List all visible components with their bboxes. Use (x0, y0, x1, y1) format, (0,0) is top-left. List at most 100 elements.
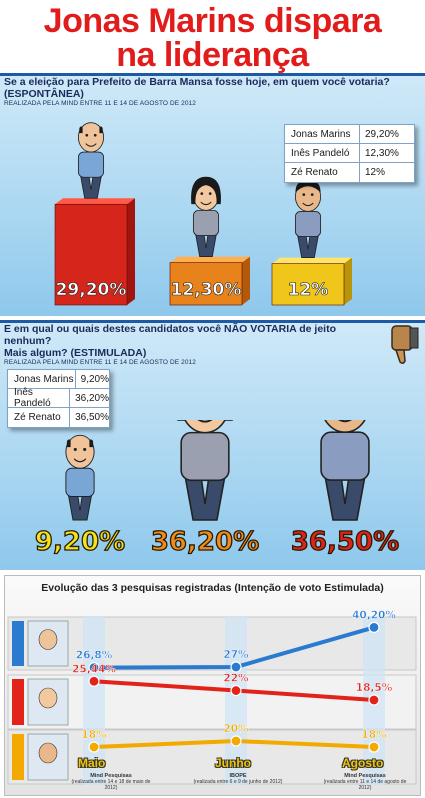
legend-row-ines: Inês Pandeló 36,20% (8, 387, 109, 409)
candidate-torso (65, 467, 95, 497)
survey2-chart: 9,20% 36,20% 36,50% (34, 420, 400, 558)
candidate-legs (67, 493, 93, 521)
bar-side (242, 256, 250, 305)
candidate-hair (191, 176, 221, 205)
rejection-value-label: 36,20% (151, 527, 259, 557)
month-column (83, 617, 105, 785)
legend-row-jonas: Jonas Marins 29,20% (285, 125, 414, 144)
bar (169, 262, 243, 306)
series-point (230, 735, 242, 747)
series-point (88, 741, 100, 753)
candidate-eye (310, 193, 314, 196)
series-value-label: 25,44% (72, 663, 116, 675)
series-point (368, 694, 380, 706)
candidate-face-icon (38, 687, 58, 709)
legend-row-ze: Zé Renato 36,50% (8, 408, 109, 427)
candidate-smile (338, 420, 352, 423)
bar (54, 203, 128, 306)
candidate-eye (200, 192, 204, 195)
series-point (230, 684, 242, 697)
source-name: Mind Pesquisas (90, 773, 132, 779)
headline-line1: Jonas Marins dispara (43, 2, 382, 40)
candidate-face-icon (38, 742, 58, 764)
candidate-caricature (191, 176, 221, 257)
candidate-torso (192, 209, 220, 236)
bar-side (127, 198, 135, 305)
series-point (230, 661, 242, 673)
candidate-hair (295, 179, 321, 193)
bar-top (55, 198, 135, 205)
candidate-color-tab (12, 734, 24, 780)
legend-name: Jonas Marins (285, 125, 360, 143)
candidate-caricature (65, 434, 95, 521)
candidate-hair (79, 126, 103, 134)
rejection-value-label: 9,20% (35, 527, 125, 557)
candidate-torso (294, 210, 322, 238)
source-junho: IBOPE (realizada entre 6 e 9 de junho de … (193, 773, 283, 785)
series-value-label: 18% (361, 729, 387, 741)
survey1-legend: Jonas Marins 29,20% Inês Pandeló 12,30% Zé… (284, 124, 415, 183)
survey1-header: Se a eleição para Prefeito de Barra Mans… (4, 76, 422, 107)
candidate-legs (194, 233, 218, 257)
candidate-eye (208, 192, 212, 195)
candidate-eye (83, 447, 87, 451)
survey2-note: REALIZADA PELA MIND ENTRE 11 E 14 DE AGO… (4, 359, 196, 366)
series-value-label: 18% (81, 729, 107, 741)
candidate-head (65, 434, 95, 469)
candidate-hair (177, 420, 233, 421)
series-value-label: 26,8% (76, 650, 113, 662)
source-name: Mind Pesquisas (344, 773, 386, 779)
bar-value-label: 29,20% (56, 280, 127, 300)
survey1-chart: 29,20% 12,30% 12% (54, 122, 352, 306)
legend-value: 36,50% (75, 412, 109, 423)
bar (271, 263, 345, 306)
candidate-color-tab (12, 679, 24, 725)
series-value-label: 18,5% (356, 682, 393, 694)
legend-name: Zé Renato (285, 163, 360, 182)
legend-row-jonas: Jonas Marins 9,20% (8, 370, 109, 389)
survey1-question: Se a eleição para Prefeito de Barra Mans… (4, 76, 390, 100)
series-point (368, 741, 380, 753)
bar-side (344, 257, 352, 305)
candidate-smile (200, 201, 212, 206)
candidate-head (324, 420, 366, 434)
candidate-face-icon (38, 629, 58, 650)
candidate-smile (85, 143, 97, 147)
legend-value: 12% (365, 167, 386, 178)
candidate-eye (85, 133, 89, 137)
source-detail: (realizada entre 14 e 18 de maio de 2012… (71, 779, 151, 791)
legend-value: 9,20% (80, 373, 109, 385)
candidate-caricature (177, 420, 233, 521)
candidate-caricature (294, 179, 322, 259)
legend-name: Jonas Marins (8, 370, 76, 388)
candidate-smile (302, 202, 314, 207)
source-name: IBOPE (229, 773, 247, 779)
survey2-legend: Jonas Marins 9,20% Inês Pandeló 36,20% Zé … (7, 369, 110, 428)
candidate-eye (93, 133, 97, 137)
series-point (88, 675, 100, 687)
candidate-smile (197, 420, 213, 423)
source-detail: (realizada entre 11 e 14 de agosto de 20… (323, 779, 407, 791)
legend-row-ze: Zé Renato 12% (285, 163, 414, 182)
month-label-agosto: Agosto (342, 756, 384, 770)
source-agosto: Mind Pesquisas (realizada entre 11 e 14 d… (320, 773, 410, 791)
source-maio: Mind Pesquisas (realizada entre 14 e 18 d… (66, 773, 156, 791)
candidate-legs (324, 475, 366, 521)
evolution-band (7, 616, 417, 671)
series-point (368, 621, 380, 634)
bar-top (170, 256, 250, 263)
month-label-junho: Junho (215, 756, 251, 770)
source-detail: (realizada entre 6 e 9 de junho de 2012) (193, 779, 283, 785)
survey2-header: E em qual ou quais destes candidatos voc… (4, 323, 384, 366)
legend-name: Zé Renato (8, 408, 71, 427)
series-value-label: 27% (223, 649, 249, 661)
legend-name: Inês Pandeló (285, 144, 360, 162)
headline-line2: na liderança (116, 36, 309, 74)
evolution-title: Evolução das 3 pesquisas registradas (In… (41, 582, 384, 594)
candidate-eye (302, 193, 306, 196)
evolution-chart: 26,8% 27% 40,20% 25,44% 22% 18,5% 18% 20% 18% (7, 609, 417, 785)
candidate-hair (66, 439, 94, 448)
candidate-caricature (320, 420, 370, 521)
evolution-band (7, 674, 417, 730)
series-value-label: 20% (223, 723, 249, 735)
